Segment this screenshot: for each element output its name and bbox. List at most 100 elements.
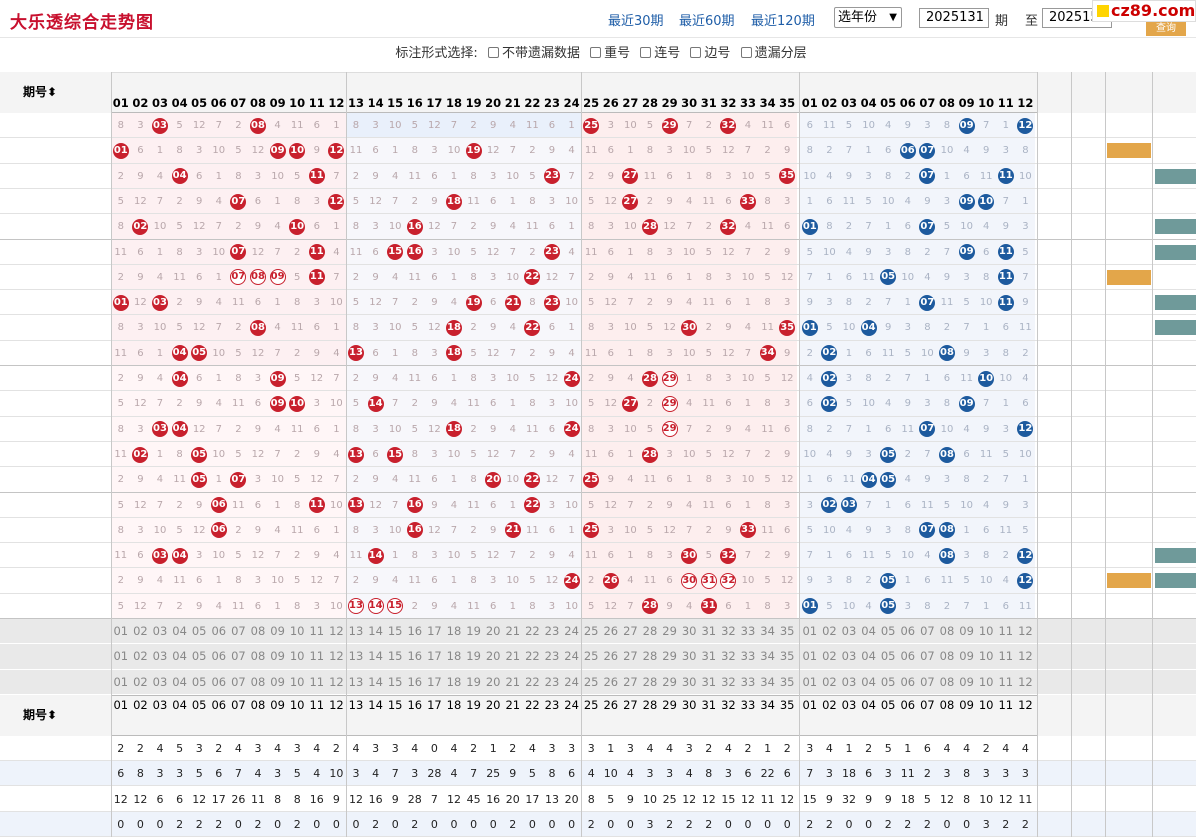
preselect-number[interactable]: 16 <box>407 624 423 638</box>
preselect-number[interactable]: 33 <box>740 649 756 664</box>
footer-header-issue[interactable]: 期号⬍ <box>0 694 80 736</box>
header-issue[interactable]: 期号⬍ <box>0 72 80 113</box>
preselect-number[interactable]: 14 <box>368 674 383 689</box>
preselect-number[interactable]: 19 <box>466 624 481 638</box>
preselect-number[interactable]: 24 <box>564 624 579 638</box>
preselect-number[interactable]: 06 <box>211 649 227 664</box>
preselect-number[interactable]: 06 <box>900 674 916 689</box>
query-button[interactable]: 查询 <box>1146 22 1186 36</box>
preselect-number[interactable]: 05 <box>880 624 896 638</box>
preselect-number[interactable]: 04 <box>861 649 876 664</box>
preselect-number[interactable]: 15 <box>387 674 403 689</box>
preselect-number[interactable]: 01 <box>802 674 818 689</box>
preselect-number[interactable]: 11 <box>998 624 1014 638</box>
preselect-number[interactable]: 34 <box>760 649 775 664</box>
preselect-number[interactable]: 32 <box>721 624 736 638</box>
preselect-number[interactable]: 21 <box>505 624 521 638</box>
checkbox-icon[interactable] <box>690 47 702 58</box>
preselect-number[interactable]: 02 <box>133 624 148 638</box>
preselect-number[interactable]: 01 <box>113 674 129 689</box>
preselect-number[interactable]: 09 <box>959 624 974 638</box>
preselect-number[interactable]: 10 <box>289 649 305 664</box>
preselect-number[interactable]: 23 <box>544 649 560 664</box>
preselect-number[interactable]: 15 <box>387 624 403 638</box>
checkbox-icon[interactable] <box>487 47 499 58</box>
preselect-number[interactable]: 11 <box>998 674 1014 689</box>
preselect-number[interactable]: 21 <box>505 649 521 664</box>
preselect-number[interactable]: 24 <box>564 649 579 664</box>
preselect-number[interactable]: 13 <box>348 649 364 664</box>
preselect-number[interactable]: 18 <box>446 649 462 664</box>
preselect-number[interactable]: 26 <box>603 674 619 689</box>
preselect-number[interactable]: 03 <box>841 624 857 638</box>
preselect-number[interactable]: 12 <box>1018 649 1033 664</box>
preselect-number[interactable]: 03 <box>152 624 168 638</box>
preselect-number[interactable]: 17 <box>427 624 442 638</box>
option-consecutive[interactable]: 连号 <box>640 41 680 67</box>
link-recent-30[interactable]: 最近30期 <box>608 14 664 29</box>
year-select[interactable]: 选年份 ▼ <box>834 7 902 28</box>
preselect-number[interactable]: 06 <box>900 624 916 638</box>
preselect-number[interactable]: 12 <box>329 624 344 638</box>
preselect-number[interactable]: 27 <box>623 624 638 638</box>
preselect-number[interactable]: 10 <box>978 624 994 638</box>
preselect-number[interactable]: 17 <box>427 649 442 664</box>
preselect-number[interactable]: 01 <box>113 649 129 664</box>
preselect-number[interactable]: 26 <box>603 624 619 638</box>
preselect-number[interactable]: 33 <box>740 624 756 638</box>
preselect-number[interactable]: 04 <box>172 624 187 638</box>
preselect-number[interactable]: 07 <box>231 674 246 689</box>
preselect-number[interactable]: 23 <box>544 624 560 638</box>
preselect-number[interactable]: 05 <box>191 624 207 638</box>
preselect-number[interactable]: 08 <box>939 624 955 638</box>
preselect-number[interactable]: 25 <box>583 624 599 638</box>
preselect-number[interactable]: 09 <box>270 649 285 664</box>
preselect-number[interactable]: 29 <box>662 674 677 689</box>
preselect-number[interactable]: 02 <box>133 674 148 689</box>
preselect-number[interactable]: 02 <box>822 624 837 638</box>
preselect-number[interactable]: 29 <box>662 649 677 664</box>
preselect-number[interactable]: 02 <box>822 674 837 689</box>
preselect-number[interactable]: 04 <box>172 649 187 664</box>
option-no-omission[interactable]: 不带遗漏数据 <box>487 41 580 67</box>
preselect-number[interactable]: 14 <box>368 624 383 638</box>
preselect-number[interactable]: 28 <box>642 624 658 638</box>
preselect-number[interactable]: 19 <box>466 649 481 664</box>
preselect-number[interactable]: 12 <box>329 674 344 689</box>
preselect-number[interactable]: 25 <box>583 674 599 689</box>
preselect-number[interactable]: 18 <box>446 674 462 689</box>
preselect-number[interactable]: 10 <box>978 649 994 664</box>
preselect-number[interactable]: 04 <box>861 624 876 638</box>
preselect-number[interactable]: 34 <box>760 674 775 689</box>
preselect-number[interactable]: 10 <box>978 674 994 689</box>
preselect-number[interactable]: 09 <box>270 674 285 689</box>
preselect-number[interactable]: 34 <box>760 624 775 638</box>
option-layered[interactable]: 遗漏分层 <box>740 41 807 67</box>
preselect-number[interactable]: 07 <box>231 649 246 664</box>
from-issue-input[interactable]: 2025131 <box>919 8 989 28</box>
preselect-number[interactable]: 12 <box>329 649 344 664</box>
preselect-number[interactable]: 07 <box>920 624 935 638</box>
preselect-number[interactable]: 01 <box>802 624 818 638</box>
preselect-number[interactable]: 04 <box>172 674 187 689</box>
checkbox-icon[interactable] <box>590 47 602 58</box>
preselect-number[interactable]: 05 <box>880 649 896 664</box>
preselect-number[interactable]: 12 <box>1018 674 1033 689</box>
preselect-number[interactable]: 29 <box>662 624 677 638</box>
preselect-number[interactable]: 16 <box>407 674 423 689</box>
preselect-number[interactable]: 18 <box>446 624 462 638</box>
preselect-number[interactable]: 32 <box>721 674 736 689</box>
preselect-number[interactable]: 25 <box>583 649 599 664</box>
link-recent-60[interactable]: 最近60期 <box>679 14 735 29</box>
preselect-number[interactable]: 11 <box>309 674 325 689</box>
preselect-number[interactable]: 30 <box>681 624 697 638</box>
preselect-number[interactable]: 23 <box>544 674 560 689</box>
preselect-number[interactable]: 11 <box>309 624 325 638</box>
preselect-number[interactable]: 05 <box>191 674 207 689</box>
option-edge[interactable]: 边号 <box>690 41 730 67</box>
preselect-number[interactable]: 09 <box>270 624 285 638</box>
preselect-number[interactable]: 16 <box>407 649 423 664</box>
preselect-number[interactable]: 06 <box>211 624 227 638</box>
preselect-number[interactable]: 28 <box>642 649 658 664</box>
preselect-number[interactable]: 02 <box>133 649 148 664</box>
